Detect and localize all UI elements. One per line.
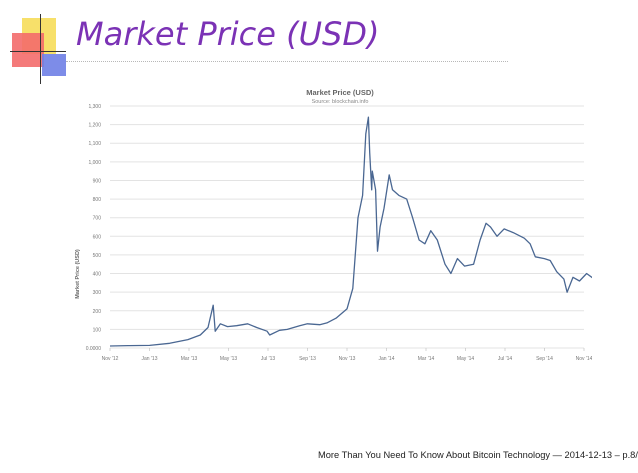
y-tick-label: 0.0000 bbox=[86, 346, 102, 352]
y-tick-label: 1,100 bbox=[88, 141, 101, 147]
title-underline bbox=[66, 61, 508, 62]
y-tick-label: 600 bbox=[93, 234, 102, 240]
y-tick-label: 400 bbox=[93, 272, 102, 278]
y-tick-label: 1,000 bbox=[88, 160, 101, 166]
x-tick-label: May '14 bbox=[457, 356, 475, 362]
y-tick-label: 100 bbox=[93, 327, 102, 333]
y-tick-label: 800 bbox=[93, 197, 102, 203]
y-tick-label: 200 bbox=[93, 309, 102, 315]
slide-title: Market Price (USD) bbox=[76, 15, 380, 53]
y-tick-label: 1,300 bbox=[88, 104, 101, 110]
x-tick-label: Nov '13 bbox=[339, 356, 356, 362]
x-tick-label: Sep '14 bbox=[536, 356, 553, 362]
y-tick-label: 300 bbox=[93, 290, 102, 296]
x-tick-label: May '13 bbox=[220, 356, 238, 362]
x-tick-label: Nov '12 bbox=[102, 356, 119, 362]
grid-layer bbox=[110, 105, 584, 349]
y-tick-label: 500 bbox=[93, 253, 102, 259]
y-axis-label: Market Price (USD) bbox=[75, 249, 81, 299]
y-tick-label: 900 bbox=[93, 178, 102, 184]
chart-subtitle: Source: blockchain.info bbox=[312, 99, 369, 105]
y-tick-label: 700 bbox=[93, 216, 102, 222]
decor-red-square bbox=[12, 33, 44, 67]
price-series-line bbox=[109, 116, 592, 347]
market-price-chart: Market Price (USD) Source: blockchain.in… bbox=[75, 88, 592, 362]
decor-horizontal-line bbox=[10, 51, 66, 52]
series-layer bbox=[109, 116, 592, 347]
x-tick-label: Mar '14 bbox=[418, 356, 435, 362]
x-tick-label: Nov '14 bbox=[576, 356, 592, 362]
decor-blue-square bbox=[42, 54, 66, 76]
y-tick-label: 1,200 bbox=[88, 123, 101, 129]
decor-vertical-line bbox=[40, 14, 41, 84]
x-tick-label: Jan '14 bbox=[379, 356, 395, 362]
x-tick-label: Sep '13 bbox=[299, 356, 316, 362]
x-tick-label: Jan '13 bbox=[142, 356, 158, 362]
x-tick-label: Jul '13 bbox=[261, 356, 276, 362]
chart-title: Market Price (USD) bbox=[306, 88, 374, 97]
x-tick-label: Jul '14 bbox=[498, 356, 513, 362]
slide-footer: More Than You Need To Know About Bitcoin… bbox=[318, 450, 638, 460]
axis-layer: 0.0000 100 200 300 400 500 600 700 800 900 1,000 1,… bbox=[86, 104, 592, 362]
x-tick-label: Mar '13 bbox=[181, 356, 198, 362]
